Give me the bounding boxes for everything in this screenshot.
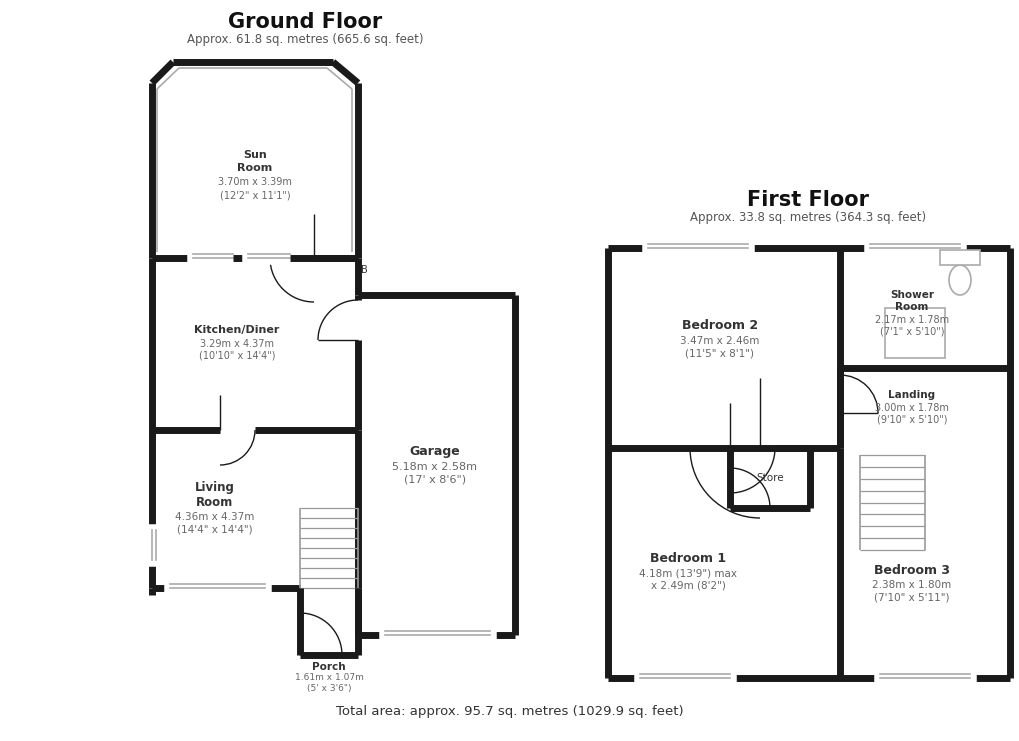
Text: 5.18m x 2.58m: 5.18m x 2.58m <box>392 462 477 472</box>
Text: (7'10" x 5'11"): (7'10" x 5'11") <box>873 593 949 603</box>
Text: 4.36m x 4.37m: 4.36m x 4.37m <box>175 512 255 522</box>
Text: (17' x 8'6"): (17' x 8'6") <box>404 475 466 485</box>
Text: Bedroom 3: Bedroom 3 <box>873 563 949 576</box>
Text: (10'10" x 14'4"): (10'10" x 14'4") <box>199 351 275 361</box>
Text: Garage: Garage <box>410 445 460 459</box>
Text: (12'2" x 11'1"): (12'2" x 11'1") <box>219 190 290 200</box>
Text: B: B <box>361 265 368 275</box>
Text: (11'5" x 8'1"): (11'5" x 8'1") <box>685 349 754 359</box>
Text: 2.17m x 1.78m: 2.17m x 1.78m <box>874 315 948 325</box>
Ellipse shape <box>948 265 970 295</box>
Text: 3.00m x 1.78m: 3.00m x 1.78m <box>874 403 948 413</box>
Text: x 2.49m (8'2"): x 2.49m (8'2") <box>650 581 725 591</box>
Text: Total area: approx. 95.7 sq. metres (1029.9 sq. feet): Total area: approx. 95.7 sq. metres (102… <box>336 705 683 719</box>
Text: 3.47m x 2.46m: 3.47m x 2.46m <box>680 336 759 346</box>
Text: Living: Living <box>195 482 234 494</box>
Bar <box>884 308 944 358</box>
Text: Approx. 61.8 sq. metres (665.6 sq. feet): Approx. 61.8 sq. metres (665.6 sq. feet) <box>186 33 423 47</box>
Text: Room: Room <box>237 163 272 173</box>
Text: (9'10" x 5'10"): (9'10" x 5'10") <box>876 415 947 425</box>
Text: Sun: Sun <box>243 150 267 160</box>
Text: Bedroom 2: Bedroom 2 <box>682 319 757 333</box>
Text: Landing: Landing <box>888 390 934 400</box>
Text: Room: Room <box>197 496 233 508</box>
Text: Room: Room <box>895 302 927 312</box>
Text: 4.18m (13'9") max: 4.18m (13'9") max <box>638 568 737 578</box>
Text: Kitchen/Diner: Kitchen/Diner <box>195 325 279 335</box>
Text: First Floor: First Floor <box>746 190 868 210</box>
Text: 1.61m x 1.07m: 1.61m x 1.07m <box>294 674 363 682</box>
Text: (7'1" x 5'10"): (7'1" x 5'10") <box>878 327 944 337</box>
Text: Shower: Shower <box>890 290 933 300</box>
Text: Approx. 33.8 sq. metres (364.3 sq. feet): Approx. 33.8 sq. metres (364.3 sq. feet) <box>689 211 925 225</box>
Text: Bedroom 1: Bedroom 1 <box>649 551 726 565</box>
Bar <box>940 250 979 265</box>
Text: (14'4" x 14'4"): (14'4" x 14'4") <box>177 525 253 535</box>
Text: 3.70m x 3.39m: 3.70m x 3.39m <box>218 177 291 187</box>
Text: 3.29m x 4.37m: 3.29m x 4.37m <box>200 339 274 349</box>
Text: 2.38m x 1.80m: 2.38m x 1.80m <box>871 580 951 590</box>
Text: Store: Store <box>755 473 783 483</box>
Text: Ground Floor: Ground Floor <box>227 12 382 32</box>
Text: Porch: Porch <box>312 662 345 672</box>
Text: (5' x 3'6"): (5' x 3'6") <box>307 685 351 694</box>
